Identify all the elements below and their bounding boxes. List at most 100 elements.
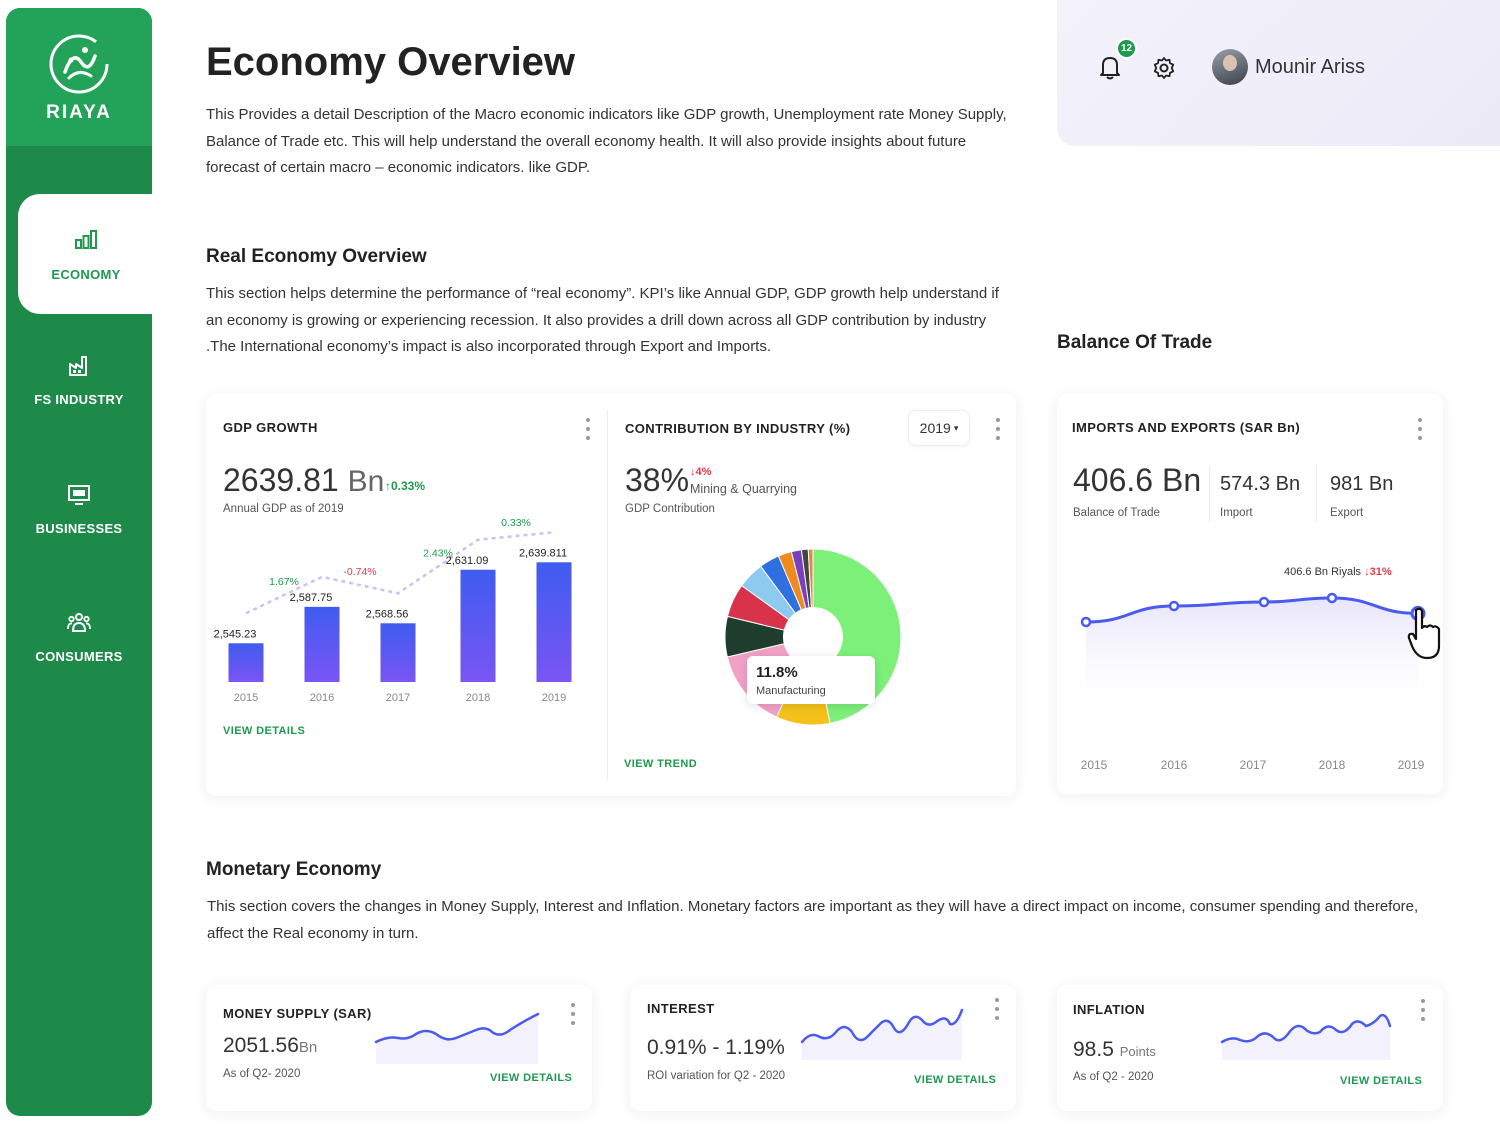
user-bar bbox=[1057, 0, 1500, 146]
bell-icon[interactable] bbox=[1098, 54, 1122, 80]
balance-more-icon[interactable] bbox=[1417, 418, 1423, 440]
section-desc-monetary: This section covers the changes in Money… bbox=[207, 898, 1419, 942]
section-title-balance-of-trade: Balance Of Trade bbox=[1057, 332, 1213, 353]
gdp-change: ↑0.33% bbox=[385, 479, 426, 493]
line-point[interactable] bbox=[1258, 596, 1270, 608]
contribution-sector: Mining & Quarrying bbox=[690, 482, 797, 496]
balance-value-label: Balance of Trade bbox=[1073, 507, 1160, 519]
factory-icon bbox=[69, 356, 87, 376]
gdp-x-tick-label: 2015 bbox=[234, 692, 258, 704]
sidebar-item-businesses[interactable]: BUSINESSES bbox=[6, 483, 152, 536]
line-x-tick-label: 2017 bbox=[1240, 758, 1267, 772]
line-point[interactable] bbox=[1080, 616, 1092, 628]
interest-sparkline bbox=[800, 1008, 964, 1060]
gear-icon[interactable] bbox=[1152, 56, 1176, 80]
money-supply-unit: Bn bbox=[298, 1039, 318, 1056]
sidebar-item-label: ECONOMY bbox=[51, 266, 121, 282]
contribution-more-icon[interactable] bbox=[995, 418, 1001, 440]
interest-value: 0.91% - 1.19% bbox=[647, 1036, 785, 1059]
stat-divider bbox=[1316, 466, 1317, 522]
gdp-growth-label: 2.43% bbox=[423, 548, 453, 560]
gdp-bar[interactable] bbox=[380, 623, 416, 682]
gdp-value: 2639.81 Bn bbox=[223, 462, 384, 499]
balance-card-title: IMPORTS AND EXPORTS (SAR Bn) bbox=[1072, 420, 1301, 435]
sidebar-item-label: FS INDUSTRY bbox=[34, 392, 124, 407]
interest-caption: ROI variation for Q2 - 2020 bbox=[647, 1070, 786, 1082]
inflation-caption: As of Q2 - 2020 bbox=[1073, 1071, 1154, 1083]
avatar[interactable] bbox=[1212, 49, 1248, 85]
sidebar-item-consumers[interactable]: CONSUMERS bbox=[6, 611, 152, 664]
gdp-growth-chart: 2,545.23 2015 2,587.75 2016 2,568.56 2017 2,63… bbox=[214, 517, 572, 704]
export-value: 981 Bn bbox=[1330, 473, 1394, 495]
line-point[interactable] bbox=[1168, 600, 1180, 612]
section-title-monetary: Monetary Economy bbox=[206, 859, 382, 880]
line-x-tick-label: 2015 bbox=[1081, 758, 1108, 772]
inflation-unit: Points bbox=[1119, 1044, 1156, 1059]
contribution-view-trend-link[interactable]: VIEW TREND bbox=[624, 758, 698, 770]
import-value: 574.3 Bn bbox=[1220, 473, 1301, 495]
gdp-bar-value-label: 2,631.09 bbox=[446, 555, 489, 567]
gdp-value-number: 2639.81 bbox=[223, 462, 339, 498]
gdp-bar-value-label: 2,545.23 bbox=[214, 628, 257, 640]
notification-badge: 12 bbox=[1116, 38, 1137, 59]
contribution-card-title: CONTRIBUTION BY INDUSTRY (%) bbox=[625, 421, 851, 436]
gdp-bar[interactable] bbox=[536, 562, 572, 682]
gdp-bar[interactable] bbox=[304, 606, 340, 682]
interest-more-icon[interactable] bbox=[994, 998, 1000, 1020]
riaya-logo-icon bbox=[49, 34, 109, 94]
year-select[interactable]: 2019 ▾ bbox=[908, 410, 970, 446]
gdp-more-icon[interactable] bbox=[585, 418, 591, 440]
inflation-more-icon[interactable] bbox=[1420, 999, 1426, 1021]
money-supply-number: 2051.56 bbox=[223, 1034, 299, 1057]
money-supply-title: MONEY SUPPLY (SAR) bbox=[223, 1006, 372, 1021]
gdp-view-details-link[interactable]: VIEW DETAILS bbox=[223, 725, 306, 737]
sidebar-item-fs-industry[interactable]: FS INDUSTRY bbox=[6, 354, 152, 407]
money-supply-more-icon[interactable] bbox=[570, 1003, 576, 1025]
sidebar-item-label: CONSUMERS bbox=[35, 649, 123, 664]
gdp-value-unit: Bn bbox=[347, 465, 385, 498]
section-desc-real-economy: This section helps determine the perform… bbox=[206, 285, 999, 355]
sidebar-item-economy[interactable]: ECONOMY bbox=[18, 194, 168, 314]
gdp-bar-value-label: 2,587.75 bbox=[290, 592, 333, 604]
gdp-bar[interactable] bbox=[228, 643, 264, 682]
gdp-x-tick-label: 2016 bbox=[310, 692, 334, 704]
pie-tooltip: 11.8% Manufacturing bbox=[747, 656, 875, 704]
line-point[interactable] bbox=[1326, 592, 1338, 604]
contribution-change: ↓4% bbox=[690, 466, 712, 478]
logo[interactable]: RIAYA bbox=[6, 8, 152, 146]
money-supply-caption: As of Q2- 2020 bbox=[223, 1068, 301, 1080]
money-supply-value: 2051.56Bn bbox=[223, 1034, 317, 1058]
money-supply-sparkline bbox=[374, 1012, 540, 1064]
page-intro: This Provides a detail Description of th… bbox=[206, 106, 1007, 176]
balance-trade-line-chart: 2015 2016 2017 2018 2019 bbox=[1080, 592, 1426, 772]
line-x-tick-label: 2016 bbox=[1161, 758, 1188, 772]
import-label: Import bbox=[1220, 507, 1253, 519]
line-x-tick-label: 2019 bbox=[1398, 758, 1425, 772]
gdp-bar[interactable] bbox=[460, 569, 496, 682]
inflation-sparkline bbox=[1220, 1013, 1392, 1060]
line-area bbox=[1086, 598, 1418, 720]
user-name[interactable]: Mounir Ariss bbox=[1255, 56, 1366, 78]
gdp-x-tick-label: 2019 bbox=[542, 692, 566, 704]
page-title: Economy Overview bbox=[206, 40, 576, 84]
gdp-bar-value-label: 2,568.56 bbox=[366, 608, 409, 620]
line-tooltip: 406.6 Bn Riyals ↓31% bbox=[1284, 566, 1392, 578]
inflation-view-details-link[interactable]: VIEW DETAILS bbox=[1340, 1075, 1423, 1087]
sidebar bbox=[6, 8, 152, 1116]
pie-tooltip-value: 11.8% bbox=[756, 664, 798, 681]
section-title-real-economy: Real Economy Overview bbox=[206, 246, 427, 267]
line-tooltip-value: 406.6 Bn Riyals bbox=[1284, 566, 1362, 578]
gdp-caption: Annual GDP as of 2019 bbox=[223, 503, 344, 515]
stat-divider bbox=[1209, 466, 1210, 522]
gdp-x-tick-label: 2017 bbox=[386, 692, 410, 704]
balance-value: 406.6 Bn bbox=[1073, 462, 1202, 498]
gdp-growth-label: 0.33% bbox=[501, 517, 531, 529]
gdp-bar-value-label: 2,639.811 bbox=[519, 547, 567, 559]
year-select-value: 2019 bbox=[919, 420, 951, 436]
interest-view-details-link[interactable]: VIEW DETAILS bbox=[914, 1074, 997, 1086]
money-supply-view-details-link[interactable]: VIEW DETAILS bbox=[490, 1072, 573, 1084]
card-divider bbox=[607, 410, 608, 780]
caret-down-icon: ▾ bbox=[953, 422, 959, 433]
gdp-x-tick-label: 2018 bbox=[466, 692, 490, 704]
interest-title: INTEREST bbox=[647, 1001, 715, 1016]
